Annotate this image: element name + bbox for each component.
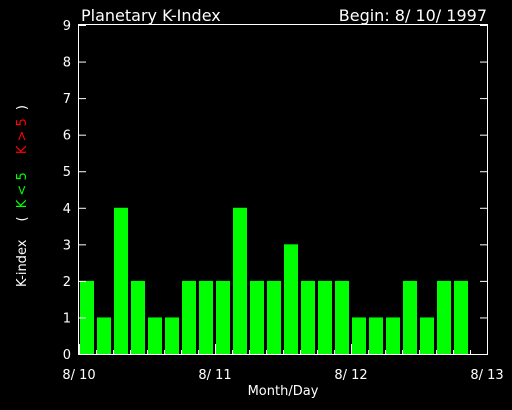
plot-frame (78, 24, 488, 355)
bar (352, 317, 366, 354)
begin-date-label: Begin: 8/ 10/ 1997 (339, 6, 487, 25)
bar (80, 280, 94, 354)
y-tick-label: 0 (63, 348, 71, 363)
bar (420, 317, 434, 354)
bar (386, 317, 400, 354)
bar (318, 280, 332, 354)
x-tick-label: 8/ 10 (62, 368, 95, 383)
x-tick-label: 8/ 11 (198, 368, 231, 383)
bar (199, 280, 213, 354)
y-tick-label: 8 (63, 56, 71, 71)
x-axis: 8/ 10 8/ 11 8/ 12 8/ 13 (62, 344, 504, 383)
bar (301, 280, 315, 354)
bar (454, 280, 468, 354)
bar (284, 244, 298, 354)
bar (250, 280, 264, 354)
bar (267, 280, 281, 354)
x-tick-label: 8/ 13 (470, 368, 503, 383)
y-tick-label: 5 (63, 165, 71, 180)
y-axis-label: K-index ( K < 5 K > 5 ) (15, 105, 30, 287)
y-axis-label-paren-close: ) (15, 105, 30, 110)
y-tick-label: 6 (63, 129, 71, 144)
bar (369, 317, 383, 354)
y-axis: 0 1 2 3 4 5 6 7 8 9 (63, 19, 487, 363)
chart-title: Planetary K-Index (81, 6, 221, 25)
bar (131, 280, 145, 354)
bar (182, 280, 196, 354)
y-tick-label: 2 (63, 275, 71, 290)
bar (233, 207, 247, 354)
y-axis-label-prefix: K-index (15, 239, 30, 287)
y-axis-label-paren: ( (15, 216, 30, 221)
bar (403, 280, 417, 354)
y-axis-label-green: K < 5 (15, 172, 30, 208)
bar (165, 317, 179, 354)
bar (216, 280, 230, 354)
bar (97, 317, 111, 354)
y-tick-label: 9 (63, 19, 71, 34)
bar (148, 317, 162, 354)
bar (335, 280, 349, 354)
y-tick-label: 4 (63, 202, 71, 217)
bar (437, 280, 451, 354)
y-tick-label: 3 (63, 238, 71, 253)
x-tick-label: 8/ 12 (334, 368, 367, 383)
y-axis-label-red: K > 5 (15, 118, 30, 154)
x-axis-label: Month/Day (248, 384, 319, 399)
y-tick-label: 7 (63, 92, 71, 107)
y-tick-label: 1 (63, 311, 71, 326)
bars-group (80, 207, 468, 354)
svg-text:K-index ( K < 5: K-index ( K < 5 K > 5 ) (15, 105, 30, 287)
bar (114, 207, 128, 354)
